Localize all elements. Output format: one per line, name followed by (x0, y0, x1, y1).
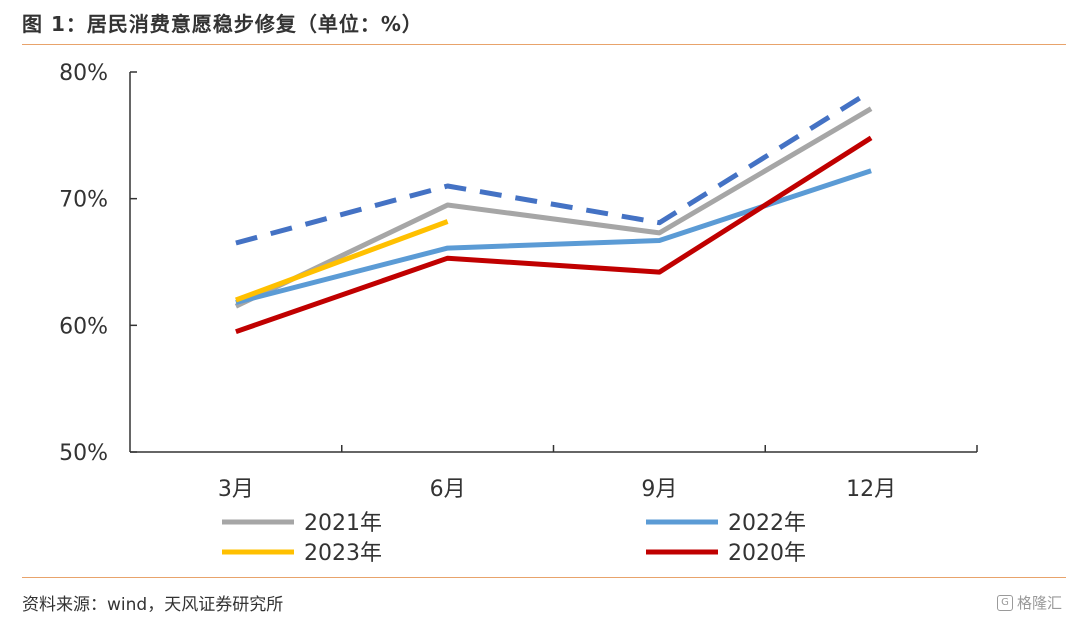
bottom-divider (22, 577, 1066, 578)
series-line-2020年 (235, 135, 873, 335)
y-tick-label: 70% (59, 188, 108, 213)
top-divider (22, 44, 1066, 45)
legend-label: 2022年 (728, 511, 806, 536)
x-tick-label: 6月 (430, 477, 466, 502)
watermark-logo-icon: G (996, 594, 1013, 611)
series-line-dashed-4 (235, 88, 873, 246)
legend-label: 2021年 (304, 511, 382, 536)
x-tick-label: 9月 (641, 477, 677, 502)
line-chart: 80% 70% 60% 50% 3月 6月 9月 12月 2021年 2022年 2023年 2020… (59, 61, 978, 566)
watermark: G 格隆汇 (996, 592, 1062, 613)
source-note: 资料来源：wind，天风证券研究所 (22, 595, 284, 615)
legend-label: 2023年 (304, 541, 382, 566)
x-tick-label: 3月 (218, 477, 254, 502)
series-line-2021年 (234, 106, 873, 309)
legend-label: 2020年 (728, 541, 806, 566)
series-line-2023年 (235, 219, 449, 303)
series-line-2022年 (235, 168, 872, 305)
y-tick-label: 80% (59, 61, 108, 86)
x-tick-label: 12月 (846, 477, 896, 502)
chart-title: 图 1：居民消费意愿稳步修复（单位：%） (22, 12, 423, 36)
y-tick-label: 60% (59, 314, 108, 339)
y-tick-label: 50% (59, 441, 108, 466)
watermark-text: 格隆汇 (1016, 594, 1062, 612)
